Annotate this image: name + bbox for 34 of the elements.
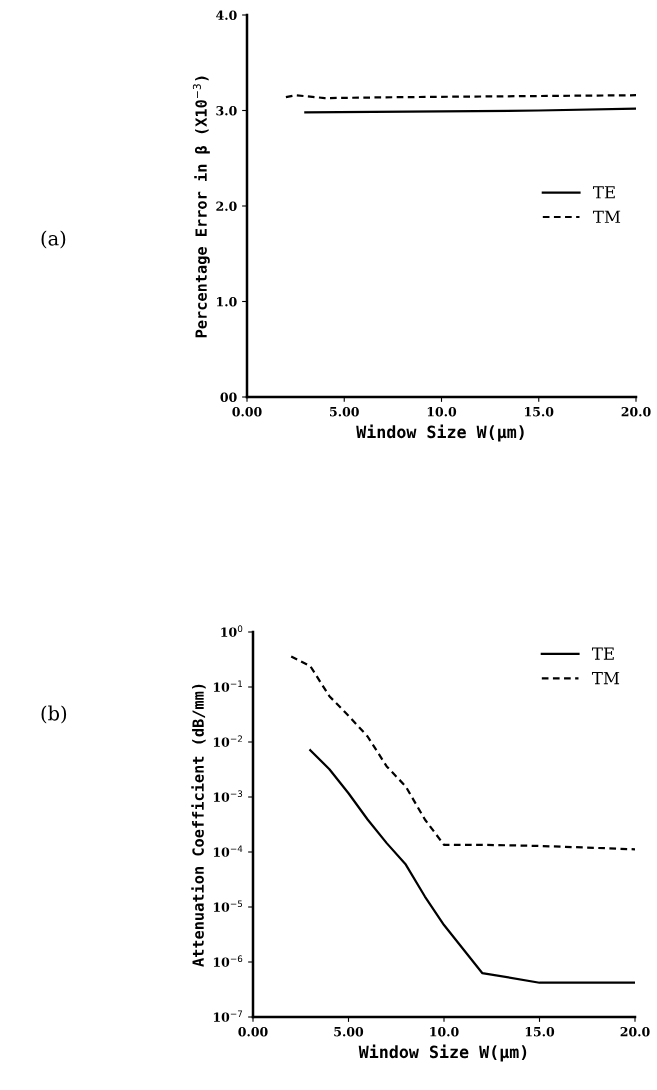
y-tick-label: 3.0	[216, 105, 237, 116]
y-tick-label: 00	[220, 392, 237, 402]
line-series	[309, 749, 635, 984]
y-tick-label: 10$^{−4}$	[213, 845, 243, 857]
text: (b)	[41, 705, 67, 724]
x-tick-label: 10.0	[430, 1026, 459, 1037]
y-tick-label: 10$^{−3}$	[213, 790, 243, 802]
y-tick-label: 10$^{−7}$	[213, 1010, 243, 1022]
y-tick-label: 10$^{−6}$	[213, 955, 243, 967]
y-tick-label: 2.0	[216, 201, 237, 211]
y-axis-title: Attenuation Coefficient (dB/mm)	[191, 684, 206, 967]
legend-label: TM	[592, 210, 621, 223]
legend-label: TE	[591, 647, 614, 660]
y-tick-label: 10$^{−1}$	[213, 680, 243, 692]
x-tick-label: 5.00	[330, 406, 359, 417]
legend-label: TE	[592, 186, 615, 199]
x-tick-label: 20.0	[621, 406, 651, 417]
x-tick-label: 20.0	[620, 1026, 650, 1037]
y-tick-label: 10$^{−2}$	[213, 735, 242, 747]
text: (a)	[41, 230, 66, 249]
x-axis-title: Window Size W(μm)	[356, 424, 524, 442]
x-tick-label: 0.00	[232, 406, 262, 417]
x-tick-label: 10.0	[427, 406, 457, 417]
y-tick-label: 4.0	[216, 10, 237, 20]
x-tick-label: 0.00	[238, 1026, 268, 1037]
x-tick-label: 15.0	[525, 1026, 555, 1037]
x-tick-label: 15.0	[525, 406, 554, 417]
y-tick-label: 10$^{−5}$	[213, 900, 243, 912]
legend-label: TM	[591, 671, 620, 685]
y-axis-title: Percentage Error in β (X10$^{−3}$)	[192, 76, 210, 338]
y-tick-label: 10$^{0}$	[221, 625, 243, 637]
x-tick-label: 5.00	[334, 1026, 364, 1037]
y-tick-label: 1.0	[217, 296, 237, 307]
x-axis-title: Window Size W(μm)	[358, 1044, 527, 1062]
